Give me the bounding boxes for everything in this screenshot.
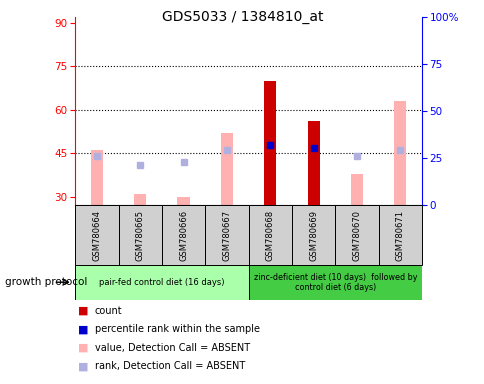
- Bar: [350, 174, 362, 205]
- Text: GSM780666: GSM780666: [179, 210, 188, 261]
- FancyBboxPatch shape: [334, 205, 378, 265]
- FancyBboxPatch shape: [118, 205, 162, 265]
- Text: ■: ■: [77, 361, 88, 371]
- Bar: [264, 81, 276, 205]
- Text: GSM780671: GSM780671: [395, 210, 404, 261]
- Text: ■: ■: [77, 324, 88, 334]
- Text: GSM780667: GSM780667: [222, 210, 231, 261]
- Text: percentile rank within the sample: percentile rank within the sample: [94, 324, 259, 334]
- Bar: [177, 197, 189, 205]
- FancyBboxPatch shape: [248, 265, 421, 300]
- Bar: [91, 151, 103, 205]
- Bar: [220, 133, 232, 205]
- Bar: [134, 194, 146, 205]
- FancyBboxPatch shape: [162, 205, 205, 265]
- Text: pair-fed control diet (16 days): pair-fed control diet (16 days): [99, 278, 224, 287]
- Text: GSM780668: GSM780668: [265, 210, 274, 261]
- Text: ■: ■: [77, 343, 88, 353]
- Text: GSM780665: GSM780665: [136, 210, 144, 261]
- Text: value, Detection Call = ABSENT: value, Detection Call = ABSENT: [94, 343, 249, 353]
- Text: GSM780669: GSM780669: [308, 210, 318, 261]
- Text: GSM780664: GSM780664: [92, 210, 101, 261]
- Text: GSM780670: GSM780670: [352, 210, 361, 261]
- Text: zinc-deficient diet (10 days)  followed by
control diet (6 days): zinc-deficient diet (10 days) followed b…: [253, 273, 416, 292]
- FancyBboxPatch shape: [75, 205, 118, 265]
- FancyBboxPatch shape: [205, 205, 248, 265]
- Text: count: count: [94, 306, 122, 316]
- Text: ■: ■: [77, 306, 88, 316]
- Bar: [393, 101, 406, 205]
- Text: rank, Detection Call = ABSENT: rank, Detection Call = ABSENT: [94, 361, 244, 371]
- FancyBboxPatch shape: [378, 205, 421, 265]
- FancyBboxPatch shape: [75, 265, 248, 300]
- FancyBboxPatch shape: [291, 205, 334, 265]
- Text: growth protocol: growth protocol: [5, 277, 87, 287]
- Bar: [307, 121, 319, 205]
- Text: GDS5033 / 1384810_at: GDS5033 / 1384810_at: [162, 10, 322, 23]
- FancyBboxPatch shape: [248, 205, 291, 265]
